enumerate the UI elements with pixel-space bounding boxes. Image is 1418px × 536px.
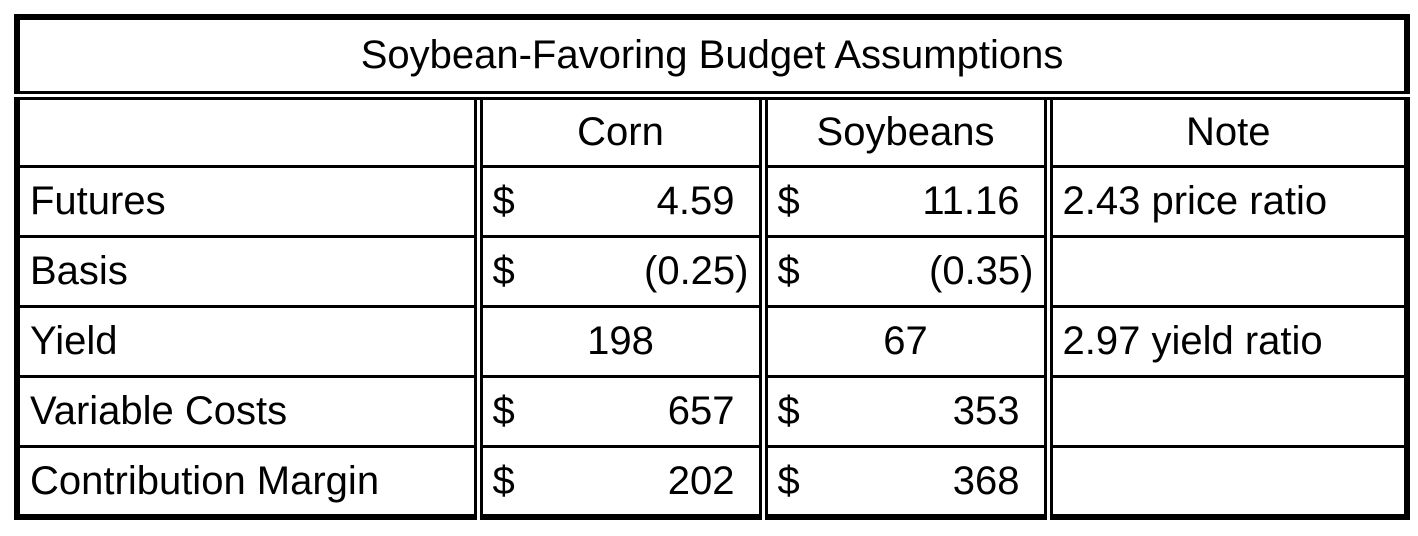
money-cell: $ (0.25) <box>473 234 765 308</box>
table-body: Soybean-Favoring Budget Assumptions Corn… <box>15 15 1409 519</box>
money: $353 <box>778 389 1034 434</box>
money-cell: $353 <box>758 375 1050 449</box>
amount: 368 <box>952 458 1020 503</box>
currency-symbol: $ <box>492 248 515 293</box>
amount: 11.16 <box>922 178 1020 223</box>
data-row: Variable Costs $657 $353 <box>15 375 1409 449</box>
currency-symbol: $ <box>777 248 800 293</box>
amount: 198 <box>473 304 765 379</box>
money: $202 <box>493 459 749 504</box>
money-cell: $657 <box>473 375 765 449</box>
data-row: Contribution Margin $202 $368 <box>15 445 1409 519</box>
budget-table: Soybean-Favoring Budget Assumptions Corn… <box>14 14 1411 520</box>
header-row: Corn Soybeans Note <box>15 94 1409 168</box>
empty-cell <box>15 94 480 168</box>
currency-symbol: $ <box>777 389 800 434</box>
data-row: Futures $4.59 $11.16 2.43 price ratio <box>15 164 1409 238</box>
note: 2.43 price ratio <box>1043 164 1409 238</box>
money: $ (0.35) <box>778 249 1034 294</box>
note: 2.97 yield ratio <box>1043 304 1409 379</box>
amount: (0.25) <box>644 248 749 293</box>
money-cell: $368 <box>758 445 1050 519</box>
column-header: Note <box>1043 94 1409 168</box>
data-row: Basis $ (0.25) $ (0.35) <box>15 234 1409 308</box>
amount: 67 <box>758 304 1050 379</box>
currency-symbol: $ <box>492 389 515 434</box>
amount: 202 <box>667 458 735 503</box>
money: $11.16 <box>778 179 1034 224</box>
row-label: Futures <box>15 164 480 238</box>
row-label: Variable Costs <box>15 375 480 449</box>
currency-symbol: $ <box>777 178 800 223</box>
money: $ (0.25) <box>493 249 749 294</box>
title-row: Soybean-Favoring Budget Assumptions <box>15 15 1409 101</box>
table-title: Soybean-Favoring Budget Assumptions <box>15 15 1409 101</box>
money: $368 <box>778 459 1034 504</box>
money-cell: $11.16 <box>758 164 1050 238</box>
column-header: Soybeans <box>758 94 1050 168</box>
money-cell: $4.59 <box>473 164 765 238</box>
empty-cell <box>1043 445 1409 519</box>
currency-symbol: $ <box>777 458 800 503</box>
amount: 353 <box>952 389 1020 434</box>
amount: (0.35) <box>929 248 1034 293</box>
row-label: Yield <box>15 304 480 379</box>
row-label: Contribution Margin <box>15 445 480 519</box>
empty-cell <box>1043 234 1409 308</box>
money: $4.59 <box>493 179 749 224</box>
amount: 4.59 <box>656 178 735 223</box>
currency-symbol: $ <box>492 178 515 223</box>
money: $657 <box>493 389 749 434</box>
column-header: Corn <box>473 94 765 168</box>
amount: 657 <box>667 389 735 434</box>
row-label: Basis <box>15 234 480 308</box>
currency-symbol: $ <box>492 458 515 503</box>
data-row: Yield 198 67 2.97 yield ratio <box>15 304 1409 379</box>
money-cell: $ (0.35) <box>758 234 1050 308</box>
money-cell: $202 <box>473 445 765 519</box>
empty-cell <box>1043 375 1409 449</box>
